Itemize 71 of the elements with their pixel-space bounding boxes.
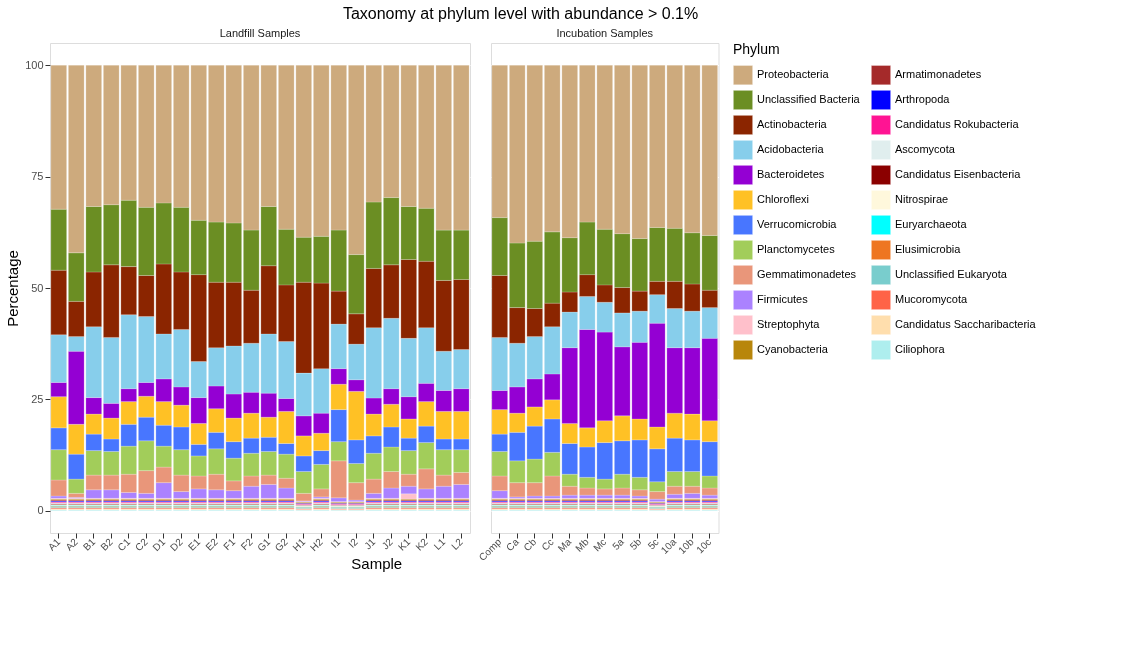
- y-tick-label: 50: [31, 281, 44, 294]
- x-tick-label: 5a: [610, 535, 627, 552]
- legend-label: Arthropoda: [895, 93, 951, 105]
- legend-label: Bacteroidetes: [757, 168, 825, 180]
- x-tick-label: K1: [395, 535, 413, 553]
- legend-label: Ascomycota: [895, 143, 956, 155]
- x-tick-label: G1: [255, 535, 273, 554]
- legend-label: Streptophyta: [757, 318, 821, 330]
- legend-label: Candidatus Saccharibacteria: [895, 318, 1037, 330]
- x-tick-label: K2: [413, 535, 431, 553]
- x-tick-label: B2: [98, 535, 116, 553]
- x-tick-label: I1: [328, 535, 343, 550]
- x-tick-label: 10c: [694, 536, 714, 556]
- x-tick-label: H2: [307, 535, 326, 554]
- x-tick-label: I2: [346, 535, 361, 550]
- legend-label: Armatimonadetes: [895, 68, 982, 81]
- legend-label: Firmicutes: [757, 293, 809, 305]
- x-tick-label: Cb: [521, 535, 539, 554]
- legend-label: Verrucomicrobia: [757, 218, 838, 230]
- x-tick-label: 10b: [676, 535, 697, 556]
- chart-subtitle: Landfill Samples: [219, 27, 301, 39]
- legend-label: Ciliophora: [895, 343, 946, 355]
- x-tick-label: H1: [290, 535, 308, 554]
- legend-label: Actinobacteria: [757, 118, 828, 130]
- y-tick-label: 75: [31, 170, 44, 183]
- legend-label: Proteobacteria: [757, 68, 830, 81]
- x-tick-label: L1: [431, 535, 448, 552]
- y-tick-label: 0: [37, 504, 44, 517]
- x-tick-label: C1: [115, 535, 133, 554]
- x-tick-label: F1: [221, 535, 238, 553]
- x-tick-label: E2: [203, 535, 221, 553]
- x-tick-label: L2: [449, 535, 466, 552]
- legend-label: Elusimicrobia: [895, 243, 962, 255]
- chart-subtitle: Incubation Samples: [556, 27, 654, 39]
- x-tick-label: A1: [45, 535, 63, 553]
- text: Taxonomy at phylum level with abundance > 0.1%: [342, 4, 699, 22]
- y-tick-label: 25: [31, 392, 44, 405]
- x-tick-label: Mc: [591, 536, 609, 554]
- legend-label: Chloroflexi: [757, 193, 809, 205]
- legend-label: Acidobacteria: [757, 143, 825, 155]
- x-tick-label: 5b: [627, 535, 644, 552]
- legend-label: Euryarchaeota: [895, 218, 968, 230]
- legend-label: Gemmatimonadetes: [757, 268, 857, 280]
- x-tick-label: 10a: [658, 535, 679, 556]
- y-axis-title: Percentage: [4, 250, 22, 327]
- legend-label: Candidatus Rokubacteria: [895, 118, 1020, 130]
- x-tick-label: Mb: [573, 535, 592, 554]
- legend-label: Mucoromycota: [895, 293, 969, 305]
- x-tick-label: A2: [63, 535, 81, 553]
- legend-label: Cyanobacteria: [757, 343, 829, 355]
- x-tick-label: C2: [132, 535, 151, 554]
- x-tick-label: F2: [238, 535, 256, 553]
- y-tick-label: 100: [25, 58, 44, 71]
- x-axis-title: Sample: [351, 555, 403, 573]
- legend-label: Candidatus Eisenbacteria: [895, 168, 1022, 180]
- x-tick-label: 5c: [645, 536, 661, 552]
- x-tick-label: D1: [150, 535, 168, 554]
- x-tick-label: G2: [272, 535, 291, 554]
- legend-label: Unclassified Eukaryota: [895, 268, 1008, 280]
- legend-title: Phylum: [733, 41, 780, 57]
- x-tick-label: J1: [362, 535, 378, 552]
- x-tick-label: B1: [80, 535, 98, 553]
- legend-label: Nitrospirae: [895, 193, 949, 205]
- legend-label: Unclassified Bacteria: [757, 93, 861, 105]
- x-tick-label: Cc: [539, 536, 556, 553]
- x-tick-label: D2: [167, 535, 186, 554]
- x-tick-label: J2: [379, 535, 396, 552]
- x-tick-label: E1: [185, 535, 203, 553]
- x-tick-label: Ca: [503, 535, 522, 554]
- x-tick-label: Ma: [555, 535, 574, 554]
- legend-label: Planctomycetes: [757, 243, 836, 255]
